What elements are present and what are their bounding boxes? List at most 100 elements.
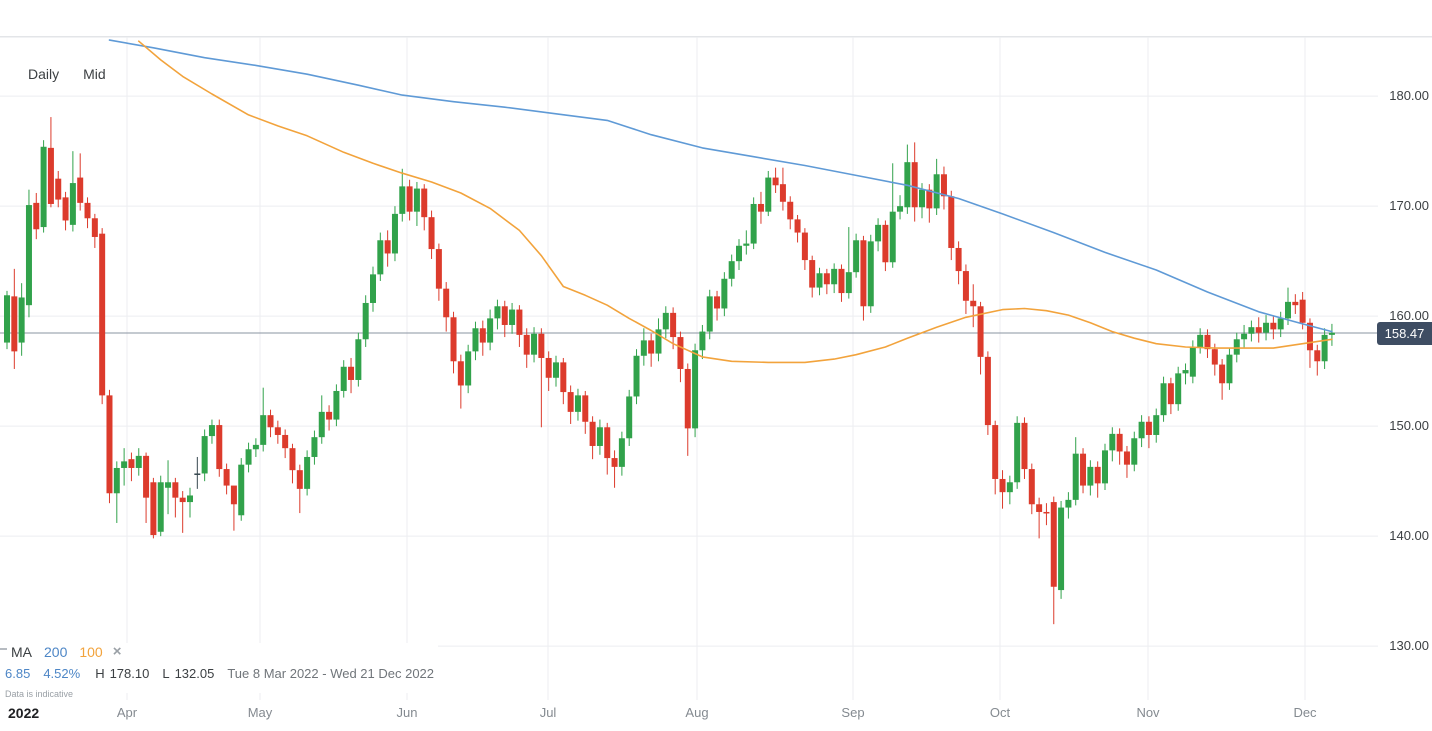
- candle-body: [765, 177, 772, 212]
- candle-body: [128, 459, 135, 468]
- candle-body: [962, 271, 969, 301]
- candle-body: [721, 278, 728, 309]
- candle-body: [479, 328, 486, 343]
- range-stats: 6.85 4.52% H 178.10 L 132.05 Tue 8 Mar 2…: [5, 666, 434, 681]
- interval-selector[interactable]: Daily: [28, 66, 60, 82]
- candle-body: [435, 249, 442, 289]
- candle-body: [47, 147, 54, 204]
- month-tick-label: Dec: [1293, 705, 1317, 720]
- candle-body: [252, 444, 259, 450]
- candle-body: [289, 448, 296, 471]
- candle-body: [677, 337, 684, 369]
- candle-body: [465, 351, 472, 386]
- candle-body: [875, 224, 882, 242]
- range-low-value: 132.05: [174, 666, 215, 681]
- candle-body: [18, 297, 25, 343]
- candle-body: [1263, 322, 1270, 333]
- candle-body: [187, 495, 193, 503]
- candle-body: [348, 366, 355, 380]
- candle-body: [611, 458, 618, 467]
- candle-body: [457, 361, 464, 386]
- candle-body: [1233, 339, 1240, 355]
- candle-body: [1006, 482, 1013, 493]
- range-high-value: 178.10: [109, 666, 150, 681]
- ma-100-toggle[interactable]: 100: [79, 643, 103, 660]
- candle-body: [238, 464, 245, 516]
- candle-body: [135, 455, 142, 468]
- candle-body: [728, 261, 735, 279]
- candle-body: [223, 469, 230, 486]
- candle-body: [40, 146, 47, 228]
- candle-body: [267, 415, 274, 428]
- current-price-badge: 158.47: [1377, 322, 1432, 345]
- ma-label: MA: [11, 643, 32, 660]
- candle-body: [77, 177, 84, 203]
- candle-body: [853, 240, 860, 273]
- candle-body: [340, 366, 347, 391]
- price-tick-label: 140.00: [1389, 528, 1429, 544]
- footer-panel: [0, 643, 438, 693]
- candle-body: [1072, 453, 1079, 500]
- candle-body: [1028, 469, 1035, 505]
- range-change-pct: 4.52%: [43, 666, 81, 681]
- close-icon[interactable]: ×: [112, 643, 122, 660]
- candle-body: [194, 473, 201, 475]
- candle-body: [757, 203, 764, 212]
- candle-body: [940, 174, 947, 197]
- candle-body: [523, 334, 530, 355]
- candle-body: [531, 333, 538, 355]
- candle-body: [955, 247, 962, 272]
- ma-100-line: [137, 40, 1333, 364]
- top-bar: [0, 0, 1432, 37]
- candle-body: [428, 217, 435, 250]
- price-tick-label: 150.00: [1389, 418, 1429, 434]
- price-type-selector[interactable]: Mid: [83, 66, 106, 82]
- month-tick-label: Aug: [685, 705, 709, 720]
- candle-body: [1285, 301, 1291, 319]
- gridlines: [0, 36, 1432, 700]
- candle-body: [626, 396, 633, 439]
- candle-body: [91, 218, 98, 237]
- candle-body: [1145, 421, 1152, 435]
- candle-body: [1080, 453, 1087, 486]
- candle-body: [823, 273, 830, 285]
- candle-body: [391, 213, 398, 254]
- candle-body: [4, 295, 10, 343]
- candle-body: [867, 241, 874, 307]
- candle-body: [1270, 322, 1277, 330]
- candle-body: [1197, 334, 1204, 347]
- month-tick-label: Jul: [539, 705, 557, 720]
- candle-body: [494, 306, 501, 319]
- candles: [4, 117, 1335, 625]
- candle-body: [1255, 327, 1262, 333]
- candle-body: [99, 233, 106, 396]
- candle-body: [604, 427, 611, 459]
- candle-body: [684, 368, 691, 429]
- candle-body: [472, 328, 479, 352]
- price-tick-label: 180.00: [1389, 88, 1429, 104]
- ma-200-line: [108, 39, 1333, 333]
- month-tick-label: Sep: [841, 705, 865, 720]
- candle-body: [1131, 438, 1138, 465]
- ma-legend: MA 200 100 ×: [11, 643, 121, 660]
- candle-body: [1248, 327, 1255, 334]
- candle-body: [1014, 422, 1021, 483]
- candle-body: [1043, 511, 1050, 514]
- candle-body: [501, 306, 508, 325]
- candle-body: [113, 467, 120, 494]
- candle-body: [809, 260, 816, 288]
- candle-body: [260, 415, 267, 445]
- candle-body: [706, 296, 713, 332]
- candle-body: [1109, 433, 1116, 451]
- candle-body: [662, 312, 669, 330]
- candle-body: [355, 339, 362, 380]
- ma-200-toggle[interactable]: 200: [44, 643, 68, 660]
- candle-body: [794, 219, 801, 233]
- candle-body: [165, 482, 172, 488]
- candle-body: [948, 196, 955, 248]
- candle-body: [1094, 466, 1101, 484]
- candle-body: [831, 268, 838, 285]
- month-tick-label: May: [247, 705, 273, 720]
- candle-body: [296, 470, 303, 489]
